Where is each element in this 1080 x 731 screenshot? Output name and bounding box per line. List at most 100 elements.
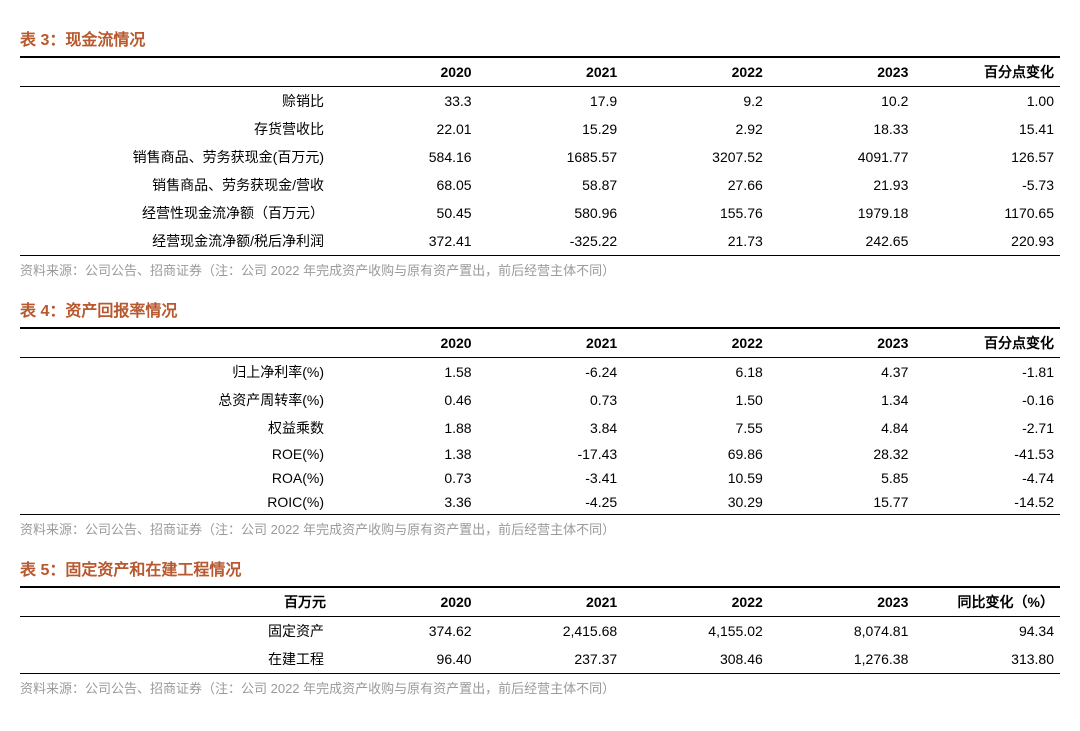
cell: -4.74 bbox=[914, 466, 1060, 490]
row-label: 销售商品、劳务获现金/营收 bbox=[20, 171, 332, 199]
table4-header-row: 2020 2021 2022 2023 百分点变化 bbox=[20, 328, 1060, 358]
cell: -17.43 bbox=[478, 442, 624, 466]
table5: 百万元 2020 2021 2022 2023 同比变化（%） 固定资产374.… bbox=[20, 586, 1060, 674]
table-row: 销售商品、劳务获现金(百万元)584.161685.573207.524091.… bbox=[20, 143, 1060, 171]
table4: 2020 2021 2022 2023 百分点变化 归上净利率(%)1.58-6… bbox=[20, 327, 1060, 515]
cell: 30.29 bbox=[623, 490, 769, 515]
table4-body: 归上净利率(%)1.58-6.246.184.37-1.81总资产周转率(%)0… bbox=[20, 358, 1060, 515]
cell: 4091.77 bbox=[769, 143, 915, 171]
cell: 580.96 bbox=[478, 199, 624, 227]
table3-col-2: 2022 bbox=[623, 57, 769, 87]
row-label: 归上净利率(%) bbox=[20, 358, 332, 387]
cell: 1979.18 bbox=[769, 199, 915, 227]
cell: -3.41 bbox=[478, 466, 624, 490]
cell: 155.76 bbox=[623, 199, 769, 227]
cell: 0.46 bbox=[332, 386, 478, 414]
table5-col-4: 同比变化（%） bbox=[914, 587, 1060, 617]
cell: 33.3 bbox=[332, 87, 478, 116]
table-row: ROIC(%)3.36-4.2530.2915.77-14.52 bbox=[20, 490, 1060, 515]
cell: 1685.57 bbox=[478, 143, 624, 171]
cell: 27.66 bbox=[623, 171, 769, 199]
cell: 2.92 bbox=[623, 115, 769, 143]
table-row: 总资产周转率(%)0.460.731.501.34-0.16 bbox=[20, 386, 1060, 414]
cell: 374.62 bbox=[332, 617, 478, 646]
cell: 242.65 bbox=[769, 227, 915, 256]
cell: 1.38 bbox=[332, 442, 478, 466]
cell: 21.73 bbox=[623, 227, 769, 256]
cell: 96.40 bbox=[332, 645, 478, 674]
cell: 2,415.68 bbox=[478, 617, 624, 646]
table5-col-0: 2020 bbox=[332, 587, 478, 617]
cell: 0.73 bbox=[478, 386, 624, 414]
row-label: 权益乘数 bbox=[20, 414, 332, 442]
cell: 313.80 bbox=[914, 645, 1060, 674]
cell: 8,074.81 bbox=[769, 617, 915, 646]
table-row: 赊销比33.317.99.210.21.00 bbox=[20, 87, 1060, 116]
table5-body: 固定资产374.622,415.684,155.028,074.8194.34在… bbox=[20, 617, 1060, 674]
cell: 17.9 bbox=[478, 87, 624, 116]
table5-header-row: 百万元 2020 2021 2022 2023 同比变化（%） bbox=[20, 587, 1060, 617]
table5-header-label: 百万元 bbox=[20, 587, 332, 617]
table3-col-3: 2023 bbox=[769, 57, 915, 87]
row-label: 经营现金流净额/税后净利润 bbox=[20, 227, 332, 256]
table5-source: 资料来源：公司公告、招商证券（注：公司 2022 年完成资产收购与原有资产置出，… bbox=[20, 678, 1060, 697]
cell: -4.25 bbox=[478, 490, 624, 515]
table-row: 固定资产374.622,415.684,155.028,074.8194.34 bbox=[20, 617, 1060, 646]
cell: 7.55 bbox=[623, 414, 769, 442]
table4-col-4: 百分点变化 bbox=[914, 328, 1060, 358]
table5-col-3: 2023 bbox=[769, 587, 915, 617]
cell: 1.50 bbox=[623, 386, 769, 414]
cell: 9.2 bbox=[623, 87, 769, 116]
row-label: ROIC(%) bbox=[20, 490, 332, 515]
table3-col-1: 2021 bbox=[478, 57, 624, 87]
table-row: 归上净利率(%)1.58-6.246.184.37-1.81 bbox=[20, 358, 1060, 387]
cell: 1,276.38 bbox=[769, 645, 915, 674]
cell: -14.52 bbox=[914, 490, 1060, 515]
table4-header-label bbox=[20, 328, 332, 358]
cell: 15.41 bbox=[914, 115, 1060, 143]
cell: 308.46 bbox=[623, 645, 769, 674]
table3-body: 赊销比33.317.99.210.21.00存货营收比22.0115.292.9… bbox=[20, 87, 1060, 256]
row-label: 存货营收比 bbox=[20, 115, 332, 143]
row-label: 固定资产 bbox=[20, 617, 332, 646]
cell: -41.53 bbox=[914, 442, 1060, 466]
cell: 22.01 bbox=[332, 115, 478, 143]
cell: 28.32 bbox=[769, 442, 915, 466]
cell: 4.84 bbox=[769, 414, 915, 442]
cell: 220.93 bbox=[914, 227, 1060, 256]
table5-title: 表 5：固定资产和在建工程情况 bbox=[20, 556, 1060, 580]
table3-header-label bbox=[20, 57, 332, 87]
cell: 21.93 bbox=[769, 171, 915, 199]
table-row: 经营性现金流净额（百万元）50.45580.96155.761979.18117… bbox=[20, 199, 1060, 227]
table4-col-2: 2022 bbox=[623, 328, 769, 358]
table-row: 在建工程96.40237.37308.461,276.38313.80 bbox=[20, 645, 1060, 674]
table3: 2020 2021 2022 2023 百分点变化 赊销比33.317.99.2… bbox=[20, 56, 1060, 256]
table4-col-1: 2021 bbox=[478, 328, 624, 358]
cell: 6.18 bbox=[623, 358, 769, 387]
cell: 69.86 bbox=[623, 442, 769, 466]
row-label: ROA(%) bbox=[20, 466, 332, 490]
cell: -2.71 bbox=[914, 414, 1060, 442]
cell: 15.77 bbox=[769, 490, 915, 515]
cell: 50.45 bbox=[332, 199, 478, 227]
cell: 15.29 bbox=[478, 115, 624, 143]
table-row: 存货营收比22.0115.292.9218.3315.41 bbox=[20, 115, 1060, 143]
table4-source: 资料来源：公司公告、招商证券（注：公司 2022 年完成资产收购与原有资产置出，… bbox=[20, 519, 1060, 538]
table3-title: 表 3：现金流情况 bbox=[20, 26, 1060, 50]
cell: 10.59 bbox=[623, 466, 769, 490]
cell: 3.36 bbox=[332, 490, 478, 515]
table4-col-3: 2023 bbox=[769, 328, 915, 358]
cell: -325.22 bbox=[478, 227, 624, 256]
cell: 94.34 bbox=[914, 617, 1060, 646]
cell: 18.33 bbox=[769, 115, 915, 143]
table-row: ROA(%)0.73-3.4110.595.85-4.74 bbox=[20, 466, 1060, 490]
row-label: 赊销比 bbox=[20, 87, 332, 116]
cell: -1.81 bbox=[914, 358, 1060, 387]
cell: 372.41 bbox=[332, 227, 478, 256]
table3-header-row: 2020 2021 2022 2023 百分点变化 bbox=[20, 57, 1060, 87]
cell: 58.87 bbox=[478, 171, 624, 199]
cell: 4.37 bbox=[769, 358, 915, 387]
cell: 3207.52 bbox=[623, 143, 769, 171]
cell: 1.88 bbox=[332, 414, 478, 442]
cell: -5.73 bbox=[914, 171, 1060, 199]
